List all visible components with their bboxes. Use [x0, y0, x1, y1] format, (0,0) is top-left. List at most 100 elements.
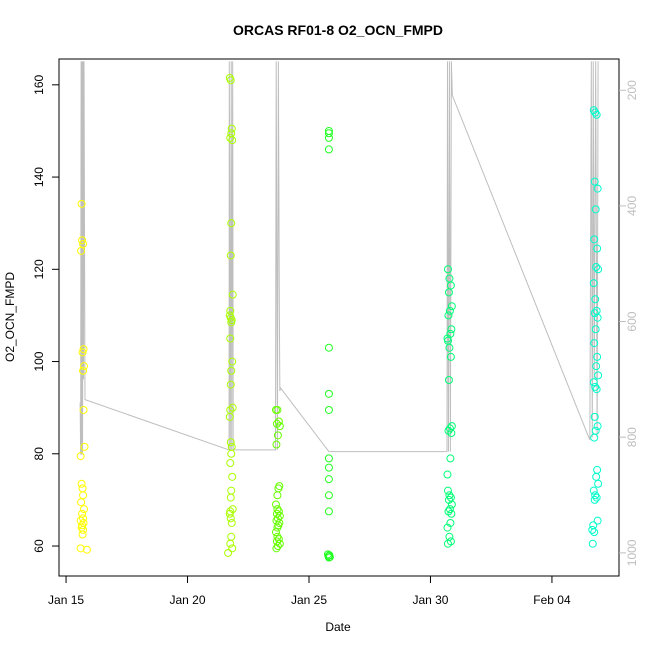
data-point	[324, 133, 333, 142]
data-point	[443, 486, 452, 495]
data-point	[226, 133, 235, 142]
data-point	[445, 491, 454, 500]
data-point	[445, 505, 454, 514]
data-point	[445, 532, 454, 541]
data-point	[226, 514, 235, 523]
data-point	[273, 523, 282, 532]
data-point	[77, 199, 86, 208]
data-point	[227, 518, 236, 527]
data-point	[590, 495, 599, 504]
y-tick-label: 140	[32, 167, 46, 187]
data-point	[82, 545, 91, 554]
data-point	[228, 544, 237, 553]
data-point	[593, 352, 602, 361]
data-point	[77, 479, 86, 488]
data-point	[324, 463, 333, 472]
y2-tick-label: 600	[625, 311, 639, 331]
data-point	[447, 302, 456, 311]
plot-frame	[58, 58, 620, 577]
data-point	[594, 371, 603, 380]
data-point	[444, 288, 453, 297]
data-point	[227, 532, 236, 541]
data-point	[593, 516, 602, 525]
data-point	[446, 454, 455, 463]
plot-area	[76, 61, 603, 562]
data-point	[588, 525, 597, 534]
data-point	[77, 498, 86, 507]
data-point	[79, 405, 88, 414]
data-point	[593, 465, 602, 474]
data-point	[80, 442, 89, 451]
y2-tick-label: 200	[625, 80, 639, 100]
data-point	[443, 265, 452, 274]
data-point	[590, 177, 599, 186]
data-point	[324, 389, 333, 398]
data-point	[589, 378, 598, 387]
data-point	[591, 295, 600, 304]
data-point	[272, 544, 281, 553]
data-point	[79, 366, 88, 375]
data-point	[324, 491, 333, 500]
data-point	[228, 472, 237, 481]
x-tick-label: Jan 25	[291, 593, 327, 607]
data-point	[226, 380, 235, 389]
y2-tick-label: 1000	[625, 539, 639, 566]
y-tick-label: 120	[32, 259, 46, 279]
data-point	[227, 219, 236, 228]
data-point	[275, 422, 284, 431]
data-point	[447, 429, 456, 438]
data-point	[274, 417, 283, 426]
data-point	[445, 424, 454, 433]
data-point	[591, 205, 600, 214]
data-point	[443, 539, 452, 548]
data-point	[78, 484, 87, 493]
data-point	[444, 311, 453, 320]
data-point	[445, 343, 454, 352]
data-point	[590, 412, 599, 421]
data-point	[226, 438, 235, 447]
data-point	[226, 76, 235, 85]
data-point	[228, 403, 237, 412]
y-axis-label: O2_OCN_FMPD	[3, 272, 17, 362]
data-point	[592, 362, 601, 371]
data-point	[592, 493, 601, 502]
data-point	[444, 375, 453, 384]
data-point	[446, 352, 455, 361]
data-point	[324, 507, 333, 516]
data-point	[273, 405, 282, 414]
data-point	[589, 521, 598, 530]
data-point	[594, 479, 603, 488]
x-tick-label: Jan 30	[412, 593, 448, 607]
data-point	[224, 548, 233, 557]
data-point	[592, 110, 601, 119]
data-point	[590, 528, 599, 537]
data-point	[228, 290, 237, 299]
data-point	[324, 405, 333, 414]
data-point	[78, 509, 87, 518]
data-point	[79, 345, 88, 354]
x-tick-label: Jan 20	[170, 593, 206, 607]
y2-tick-label: 800	[625, 427, 639, 447]
data-point	[228, 357, 237, 366]
y-tick-label: 60	[32, 539, 46, 553]
chart-title: ORCAS RF01-8 O2_OCN_FMPD	[233, 22, 443, 38]
data-point	[443, 470, 452, 479]
data-point	[593, 422, 602, 431]
data-point	[78, 530, 87, 539]
data-point	[324, 454, 333, 463]
data-point	[227, 318, 236, 327]
data-point	[447, 509, 456, 518]
data-point	[591, 426, 600, 435]
y2-tick-label: 400	[625, 196, 639, 216]
pressure-line	[79, 61, 599, 455]
data-point	[80, 362, 89, 371]
data-point	[79, 525, 88, 534]
data-point	[273, 542, 282, 551]
data-point	[594, 265, 603, 274]
data-point	[324, 129, 333, 138]
data-point	[591, 108, 600, 117]
data-point	[228, 136, 237, 145]
x-tick-label: Jan 15	[48, 593, 84, 607]
data-point	[76, 544, 85, 553]
